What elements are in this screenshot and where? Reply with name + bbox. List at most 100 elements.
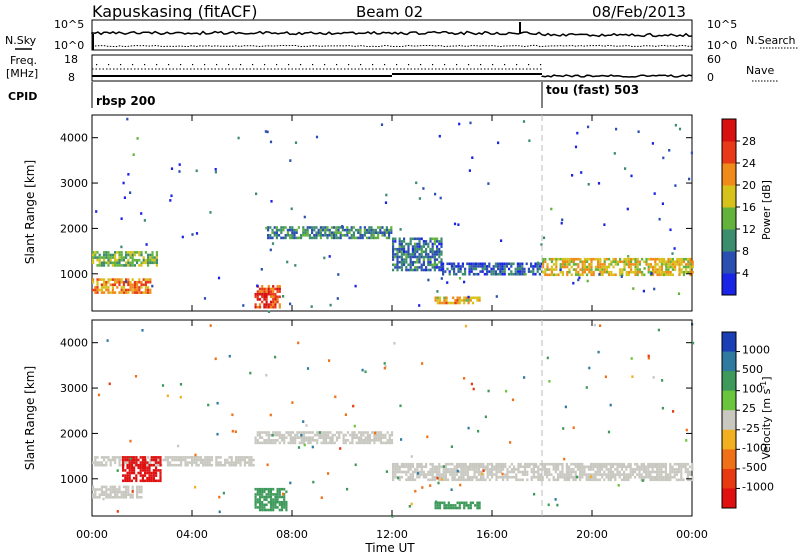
heatmap-cell xyxy=(409,268,412,272)
heatmap-cell xyxy=(465,504,468,507)
heatmap-cell xyxy=(388,436,391,439)
heatmap-cell xyxy=(629,470,632,474)
heatmap-cell xyxy=(472,265,475,268)
heatmap-cell xyxy=(122,463,125,467)
heatmap-cell xyxy=(524,473,527,476)
heatmap-cell xyxy=(680,465,683,469)
heatmap-cell xyxy=(607,430,611,434)
heatmap-cell xyxy=(444,473,447,476)
heatmap-cell xyxy=(486,473,489,476)
heatmap-cell xyxy=(139,463,142,467)
station-title: Kapuskasing (fitACF) xyxy=(92,2,257,21)
heatmap-cell xyxy=(475,468,478,471)
heatmap-cell xyxy=(488,468,491,471)
heatmap-cell xyxy=(601,462,604,466)
heatmap-cell xyxy=(324,234,327,237)
heatmap-cell xyxy=(636,257,639,261)
heatmap-cell xyxy=(443,506,446,510)
heatmap-cell xyxy=(483,272,486,276)
heatmap-cell xyxy=(641,273,644,277)
heatmap-cell xyxy=(476,296,479,300)
heatmap-cell xyxy=(208,456,211,459)
heatmap-cell xyxy=(92,493,95,496)
heatmap-cell xyxy=(300,431,303,434)
heatmap-cell xyxy=(490,270,493,273)
heatmap-cell xyxy=(459,270,462,273)
heatmap-cell xyxy=(524,470,527,474)
heatmap-cell xyxy=(475,272,478,276)
heatmap-cell xyxy=(131,258,134,262)
heatmap-cell xyxy=(494,270,497,273)
heatmap-cell xyxy=(398,245,401,248)
heatmap-cell xyxy=(416,266,419,269)
heatmap-cell xyxy=(159,456,162,459)
heatmap-cell xyxy=(440,277,443,280)
heatmap-cell xyxy=(127,485,130,489)
heatmap-cell xyxy=(336,297,339,300)
heatmap-cell xyxy=(436,247,439,251)
heatmap-cell xyxy=(362,433,365,437)
heatmap-cell xyxy=(248,463,251,467)
heatmap-cell xyxy=(386,439,389,442)
heatmap-cell xyxy=(243,458,246,462)
heatmap-cell xyxy=(405,462,408,466)
heatmap-cell xyxy=(204,456,207,459)
heatmap-cell xyxy=(523,270,526,273)
heatmap-cell xyxy=(546,273,549,277)
heatmap-cell xyxy=(451,473,454,476)
heatmap-cell xyxy=(486,470,489,474)
heatmap-cell xyxy=(127,264,130,267)
heatmap-cell xyxy=(517,468,520,471)
heatmap-cell xyxy=(664,465,667,469)
heatmap-cell xyxy=(420,268,423,272)
heatmap-cell xyxy=(149,458,152,462)
heatmap-cell xyxy=(400,255,403,259)
heatmap-cell xyxy=(623,478,626,482)
heatmap-cell xyxy=(434,296,437,300)
heatmap-cell xyxy=(665,268,668,271)
heatmap-cell xyxy=(344,439,347,442)
heatmap-cell xyxy=(579,257,582,261)
heatmap-cell xyxy=(438,301,442,305)
heatmap-cell xyxy=(685,268,688,271)
heatmap-cell xyxy=(588,268,591,271)
heatmap-cell xyxy=(623,465,626,469)
heatmap-cell xyxy=(306,231,309,234)
heatmap-cell xyxy=(324,436,328,439)
heatmap-cell xyxy=(689,465,692,469)
heatmap-cell xyxy=(232,463,235,467)
heatmap-cell xyxy=(307,431,310,434)
heatmap-cell xyxy=(616,470,619,474)
heatmap-cell xyxy=(691,465,694,469)
heatmap-cell xyxy=(105,461,108,464)
heatmap-cell xyxy=(488,473,491,476)
heatmap-cell xyxy=(596,470,599,474)
heatmap-cell xyxy=(155,471,158,475)
heatmap-cell xyxy=(420,253,423,256)
heatmap-cell xyxy=(149,291,152,294)
heatmap-cell xyxy=(466,468,469,471)
heatmap-cell xyxy=(291,439,295,442)
heatmap-cell xyxy=(272,298,275,301)
heatmap-cell xyxy=(145,243,148,246)
heatmap-cell xyxy=(125,278,128,281)
heatmap-cell xyxy=(597,265,600,269)
heatmap-cell xyxy=(649,465,652,469)
heatmap-cell xyxy=(214,170,217,174)
heatmap-cell xyxy=(629,475,632,479)
heatmap-cell xyxy=(94,461,97,464)
heatmap-cell xyxy=(418,462,421,466)
heatmap-cell xyxy=(491,468,494,471)
heatmap-cell xyxy=(605,465,608,469)
heatmap-cell xyxy=(564,263,567,266)
heatmap-cell xyxy=(572,475,575,479)
heatmap-cell xyxy=(158,463,161,467)
heatmap-cell xyxy=(411,478,414,482)
heatmap-cell xyxy=(521,473,524,476)
heatmap-cell xyxy=(414,470,417,474)
heatmap-cell xyxy=(133,458,136,462)
heatmap-cell xyxy=(155,458,158,462)
colorbar-tick-label: 500 xyxy=(742,363,763,376)
heatmap-cell xyxy=(562,427,565,430)
heatmap-cell xyxy=(120,456,123,459)
